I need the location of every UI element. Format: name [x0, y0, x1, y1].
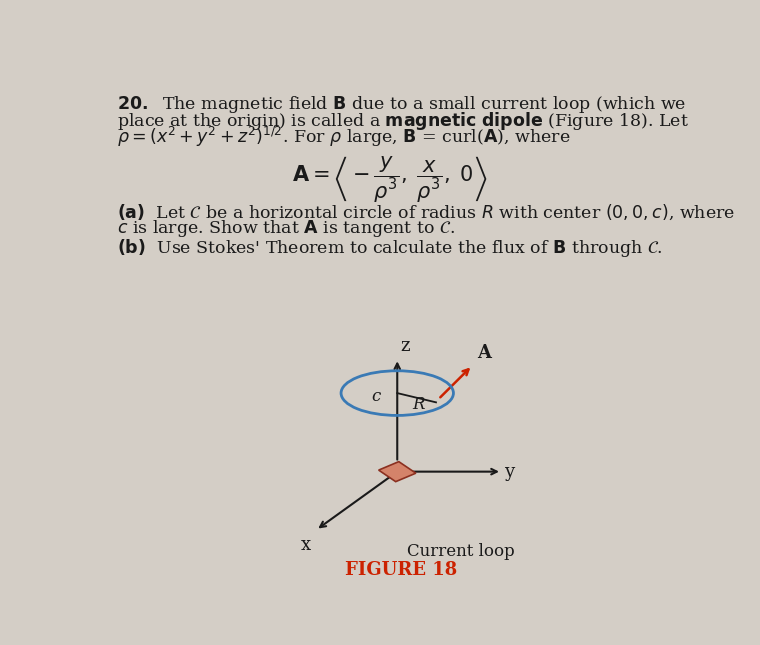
Text: Current loop: Current loop	[407, 543, 515, 561]
Text: place at the origin) is called a $\mathbf{magnetic\ dipole}$ (Figure 18). Let: place at the origin) is called a $\mathb…	[117, 110, 689, 132]
Text: A: A	[477, 344, 491, 362]
Text: $\mathbf{(b)}$  Use Stokes' Theorem to calculate the flux of $\mathbf{B}$ throug: $\mathbf{(b)}$ Use Stokes' Theorem to ca…	[117, 237, 663, 259]
Text: c: c	[371, 388, 380, 404]
Text: FIGURE 18: FIGURE 18	[345, 561, 458, 579]
Text: $c$ is large. Show that $\mathbf{A}$ is tangent to $\mathcal{C}$.: $c$ is large. Show that $\mathbf{A}$ is …	[117, 218, 454, 239]
Text: $\rho = (x^2 + y^2 + z^2)^{1/2}$. For $\rho$ large, $\mathbf{B}$ = curl($\mathbf: $\rho = (x^2 + y^2 + z^2)^{1/2}$. For $\…	[117, 125, 570, 149]
Text: $\mathbf{(a)}$  Let $\mathcal{C}$ be a horizontal circle of radius $R$ with cent: $\mathbf{(a)}$ Let $\mathcal{C}$ be a ho…	[117, 203, 735, 223]
Polygon shape	[378, 462, 416, 482]
Text: $\mathbf{20.}$  The magnetic field $\mathbf{B}$ due to a small current loop (whi: $\mathbf{20.}$ The magnetic field $\math…	[117, 94, 686, 115]
Text: $\mathbf{A} = \left\langle -\dfrac{y}{\rho^3},\; \dfrac{x}{\rho^3},\; 0 \right\r: $\mathbf{A} = \left\langle -\dfrac{y}{\r…	[292, 154, 487, 204]
Text: z: z	[401, 337, 410, 355]
Text: y: y	[504, 462, 515, 481]
Text: x: x	[301, 535, 312, 553]
Text: R: R	[412, 396, 424, 413]
